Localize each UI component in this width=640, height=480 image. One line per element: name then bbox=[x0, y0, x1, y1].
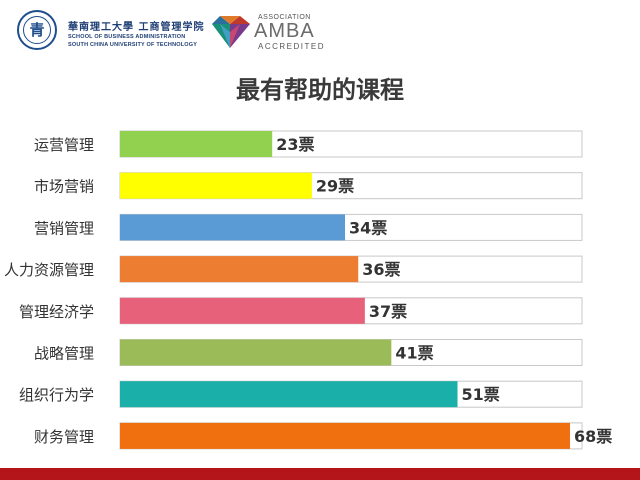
category-label: 组织行为学 bbox=[19, 386, 94, 404]
amba-name-text: AMBA bbox=[254, 20, 315, 42]
category-label: 人力资源管理 bbox=[4, 261, 94, 279]
category-label: 战略管理 bbox=[34, 345, 94, 363]
school-name-chinese: 華南理工大學 工商管理学院 bbox=[68, 22, 205, 33]
university-name-english: SOUTH CHINA UNIVERSITY OF TECHNOLOGY bbox=[68, 42, 198, 48]
category-label: 市场营销 bbox=[34, 178, 94, 196]
bottom-red-band bbox=[0, 468, 640, 480]
school-name-english: SCHOOL OF BUSINESS ADMINISTRATION bbox=[68, 34, 186, 40]
bar-4 bbox=[120, 256, 359, 283]
bar-8 bbox=[120, 422, 570, 449]
value-label: 51票 bbox=[462, 385, 500, 404]
category-label: 管理经济学 bbox=[19, 303, 94, 321]
bar-1 bbox=[120, 131, 273, 157]
bar-5 bbox=[120, 297, 365, 324]
category-label: 财务管理 bbox=[34, 428, 94, 446]
seal-emblem-icon: 青 bbox=[23, 16, 51, 44]
bar-3 bbox=[120, 214, 345, 241]
amba-accredited-text: ACCREDITED bbox=[258, 42, 326, 51]
category-label: 运营管理 bbox=[34, 136, 94, 154]
header: 青 華南理工大學 工商管理学院 SCHOOL OF BUSINESS ADMIN… bbox=[0, 0, 640, 62]
value-label: 37票 bbox=[369, 302, 407, 321]
value-label: 41票 bbox=[395, 344, 433, 363]
amba-association-text: ASSOCIATION bbox=[258, 14, 311, 21]
value-label: 36票 bbox=[362, 260, 400, 279]
value-label: 34票 bbox=[349, 218, 387, 237]
bar-2 bbox=[120, 172, 312, 199]
value-label: 68票 bbox=[574, 427, 612, 446]
value-label: 29票 bbox=[316, 177, 354, 196]
bar-7 bbox=[120, 381, 458, 408]
chart-title: 最有帮助的课程 bbox=[236, 76, 404, 104]
bar-6 bbox=[120, 339, 392, 366]
amba-diamond-logo-icon bbox=[212, 16, 250, 48]
category-label: 营销管理 bbox=[34, 219, 94, 237]
value-label: 23票 bbox=[276, 135, 314, 154]
university-seal-logo: 青 bbox=[17, 10, 57, 50]
